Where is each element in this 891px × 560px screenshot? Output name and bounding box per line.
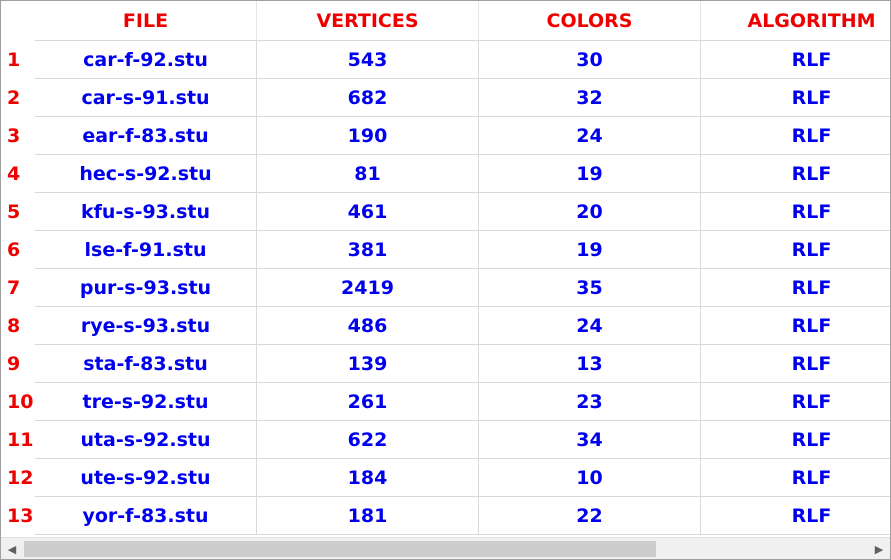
cell-vertices[interactable]: 139 bbox=[257, 345, 479, 383]
row-number[interactable]: 10 bbox=[7, 391, 34, 413]
cell-vertices[interactable]: 381 bbox=[257, 231, 479, 269]
cell-algorithm[interactable]: RLF bbox=[701, 345, 890, 383]
row-number[interactable]: 3 bbox=[7, 125, 21, 147]
table-row[interactable]: 1 car-f-92.stu 543 30 RLF bbox=[1, 41, 890, 79]
cell-file[interactable]: car-s-91.stu bbox=[35, 79, 257, 117]
cell-file[interactable]: kfu-s-93.stu bbox=[35, 193, 257, 231]
column-header-algorithm[interactable]: ALGORITHM bbox=[701, 1, 890, 41]
row-header-corner bbox=[1, 1, 35, 41]
row-number[interactable]: 5 bbox=[7, 201, 21, 223]
row-number[interactable]: 6 bbox=[7, 239, 21, 261]
cell-vertices[interactable]: 543 bbox=[257, 41, 479, 79]
cell-colors[interactable]: 30 bbox=[479, 41, 701, 79]
cell-file[interactable]: hec-s-92.stu bbox=[35, 155, 257, 193]
chevron-left-icon[interactable]: ◀ bbox=[7, 542, 17, 556]
cell-vertices[interactable]: 261 bbox=[257, 383, 479, 421]
cell-algorithm[interactable]: RLF bbox=[701, 497, 890, 535]
cell-colors[interactable]: 19 bbox=[479, 231, 701, 269]
cell-file[interactable]: lse-f-91.stu bbox=[35, 231, 257, 269]
table-row[interactable]: 9 sta-f-83.stu 139 13 RLF bbox=[1, 345, 890, 383]
horizontal-scrollbar[interactable]: ◀ ▶ bbox=[1, 537, 890, 559]
column-header-file[interactable]: FILE bbox=[35, 1, 257, 41]
table-row[interactable]: 5 kfu-s-93.stu 461 20 RLF bbox=[1, 193, 890, 231]
cell-file[interactable]: ear-f-83.stu bbox=[35, 117, 257, 155]
table-row[interactable]: 12 ute-s-92.stu 184 10 RLF bbox=[1, 459, 890, 497]
cell-vertices[interactable]: 486 bbox=[257, 307, 479, 345]
cell-file[interactable]: uta-s-92.stu bbox=[35, 421, 257, 459]
row-number[interactable]: 7 bbox=[7, 277, 21, 299]
cell-algorithm[interactable]: RLF bbox=[701, 79, 890, 117]
cell-colors[interactable]: 24 bbox=[479, 307, 701, 345]
column-header-colors[interactable]: COLORS bbox=[479, 1, 701, 41]
row-number[interactable]: 1 bbox=[7, 49, 21, 71]
cell-colors[interactable]: 22 bbox=[479, 497, 701, 535]
cell-colors[interactable]: 10 bbox=[479, 459, 701, 497]
table-row[interactable]: 13 yor-f-83.stu 181 22 RLF bbox=[1, 497, 890, 535]
row-number[interactable]: 9 bbox=[7, 353, 21, 375]
table-row[interactable]: 11 uta-s-92.stu 622 34 RLF bbox=[1, 421, 890, 459]
cell-colors[interactable]: 13 bbox=[479, 345, 701, 383]
cell-colors[interactable]: 32 bbox=[479, 79, 701, 117]
cell-algorithm[interactable]: RLF bbox=[701, 421, 890, 459]
cell-vertices[interactable]: 81 bbox=[257, 155, 479, 193]
cell-vertices[interactable]: 184 bbox=[257, 459, 479, 497]
row-number[interactable]: 13 bbox=[7, 505, 34, 527]
row-number[interactable]: 2 bbox=[7, 87, 21, 109]
chevron-right-icon[interactable]: ▶ bbox=[874, 542, 884, 556]
cell-colors[interactable]: 24 bbox=[479, 117, 701, 155]
data-grid: FILE VERTICES COLORS ALGORITHM 1 car-f-92… bbox=[1, 1, 890, 537]
cell-algorithm[interactable]: RLF bbox=[701, 155, 890, 193]
cell-file[interactable]: yor-f-83.stu bbox=[35, 497, 257, 535]
cell-vertices[interactable]: 2419 bbox=[257, 269, 479, 307]
table-row[interactable]: 8 rye-s-93.stu 486 24 RLF bbox=[1, 307, 890, 345]
cell-algorithm[interactable]: RLF bbox=[701, 269, 890, 307]
row-number[interactable]: 12 bbox=[7, 467, 34, 489]
cell-vertices[interactable]: 622 bbox=[257, 421, 479, 459]
cell-file[interactable]: pur-s-93.stu bbox=[35, 269, 257, 307]
cell-algorithm[interactable]: RLF bbox=[701, 193, 890, 231]
row-number[interactable]: 4 bbox=[7, 163, 21, 185]
table-row[interactable]: 2 car-s-91.stu 682 32 RLF bbox=[1, 79, 890, 117]
cell-colors[interactable]: 34 bbox=[479, 421, 701, 459]
row-number[interactable]: 8 bbox=[7, 315, 21, 337]
cell-algorithm[interactable]: RLF bbox=[701, 383, 890, 421]
row-number[interactable]: 11 bbox=[7, 429, 34, 451]
cell-vertices[interactable]: 682 bbox=[257, 79, 479, 117]
cell-file[interactable]: car-f-92.stu bbox=[35, 41, 257, 79]
cell-file[interactable]: rye-s-93.stu bbox=[35, 307, 257, 345]
header-row: FILE VERTICES COLORS ALGORITHM bbox=[1, 1, 890, 41]
cell-file[interactable]: ute-s-92.stu bbox=[35, 459, 257, 497]
cell-vertices[interactable]: 181 bbox=[257, 497, 479, 535]
table-row[interactable]: 7 pur-s-93.stu 2419 35 RLF bbox=[1, 269, 890, 307]
table-row[interactable]: 6 lse-f-91.stu 381 19 RLF bbox=[1, 231, 890, 269]
cell-algorithm[interactable]: RLF bbox=[701, 459, 890, 497]
cell-algorithm[interactable]: RLF bbox=[701, 41, 890, 79]
cell-colors[interactable]: 23 bbox=[479, 383, 701, 421]
table-row[interactable]: 3 ear-f-83.stu 190 24 RLF bbox=[1, 117, 890, 155]
scrollbar-thumb[interactable] bbox=[24, 541, 656, 557]
cell-algorithm[interactable]: RLF bbox=[701, 307, 890, 345]
table-row[interactable]: 10 tre-s-92.stu 261 23 RLF bbox=[1, 383, 890, 421]
column-header-vertices[interactable]: VERTICES bbox=[257, 1, 479, 41]
cell-algorithm[interactable]: RLF bbox=[701, 117, 890, 155]
cell-algorithm[interactable]: RLF bbox=[701, 231, 890, 269]
cell-colors[interactable]: 19 bbox=[479, 155, 701, 193]
cell-file[interactable]: tre-s-92.stu bbox=[35, 383, 257, 421]
cell-colors[interactable]: 20 bbox=[479, 193, 701, 231]
table-row[interactable]: 4 hec-s-92.stu 81 19 RLF bbox=[1, 155, 890, 193]
cell-file[interactable]: sta-f-83.stu bbox=[35, 345, 257, 383]
cell-colors[interactable]: 35 bbox=[479, 269, 701, 307]
cell-vertices[interactable]: 461 bbox=[257, 193, 479, 231]
cell-vertices[interactable]: 190 bbox=[257, 117, 479, 155]
